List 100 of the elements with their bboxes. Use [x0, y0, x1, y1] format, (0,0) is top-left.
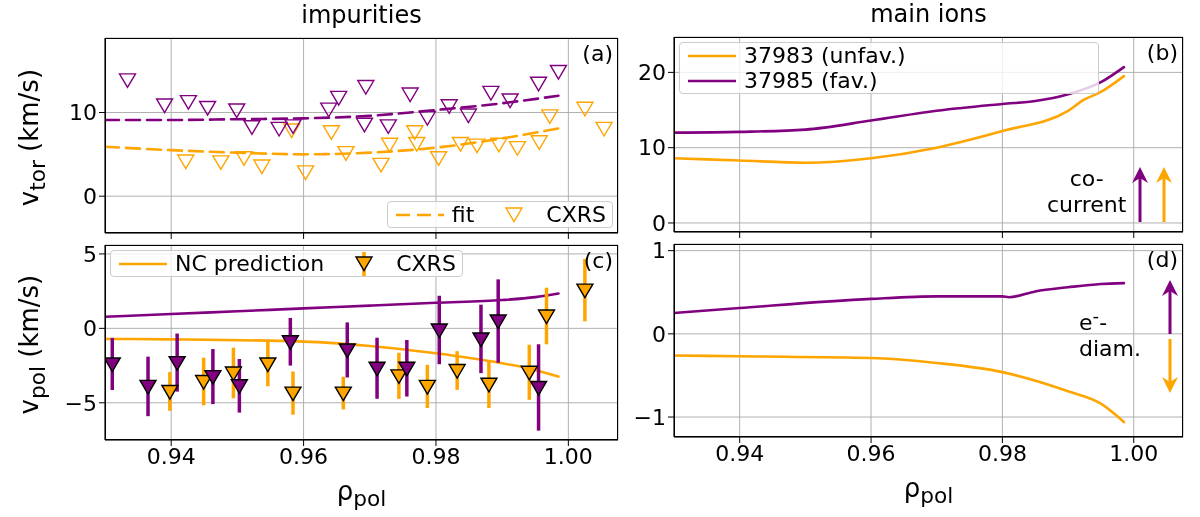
- point: [530, 135, 548, 151]
- point: [448, 363, 466, 379]
- annotation: (b): [1146, 40, 1178, 66]
- point: [334, 386, 352, 402]
- y-tick-label: 0: [652, 321, 666, 347]
- chart-title: main ions: [869, 0, 988, 28]
- point: [296, 165, 315, 181]
- point: [259, 357, 277, 373]
- point: [155, 98, 174, 114]
- point: [284, 119, 302, 135]
- y-tick-label: 0: [83, 183, 97, 209]
- point: [243, 120, 261, 136]
- point: [576, 283, 594, 299]
- point: [541, 109, 559, 125]
- x-tick-label: 1.00: [1109, 440, 1159, 466]
- line-series: [674, 74, 1126, 165]
- point: [168, 355, 186, 371]
- legend-label: NC prediction: [175, 251, 325, 276]
- y-tick-label: −1: [633, 404, 666, 430]
- point: [490, 137, 508, 153]
- point: [537, 309, 556, 325]
- point: [253, 159, 271, 175]
- point: [379, 119, 398, 135]
- point: [549, 64, 568, 80]
- point: [508, 140, 527, 156]
- point: [228, 103, 246, 119]
- point: [338, 343, 356, 359]
- point: [368, 361, 386, 377]
- y-tick-label: 5: [83, 241, 97, 267]
- x-tick-label: 0.94: [715, 440, 765, 466]
- point: [529, 380, 548, 396]
- point: [398, 361, 416, 377]
- point: [472, 332, 490, 348]
- y-tick-label: 0: [83, 316, 97, 342]
- x-tick-label: 0.98: [977, 440, 1027, 466]
- line-series: [674, 354, 1126, 424]
- chart-title: impurities: [300, 1, 423, 29]
- point: [418, 379, 437, 395]
- point: [177, 154, 195, 170]
- point: [480, 377, 498, 393]
- point: [440, 99, 458, 115]
- x-tick-label: 0.98: [411, 443, 461, 469]
- point: [529, 76, 548, 92]
- y-tick-label: 10: [69, 100, 97, 126]
- annotation: (d): [1146, 247, 1178, 273]
- point: [270, 121, 288, 137]
- point: [451, 136, 470, 152]
- x-tick-label: 0.96: [846, 440, 896, 466]
- point: [489, 314, 507, 330]
- point: [468, 138, 486, 154]
- point: [520, 365, 538, 381]
- y-tick-label: 20: [638, 60, 666, 86]
- point: [380, 137, 399, 153]
- point: [204, 369, 222, 385]
- line-series: [674, 281, 1126, 315]
- point: [282, 123, 301, 139]
- x-axis-title: ρ$_{pol}$: [902, 473, 955, 509]
- point: [179, 94, 198, 110]
- point: [429, 150, 448, 166]
- y-tick-label: 0: [652, 210, 666, 236]
- point: [105, 357, 121, 373]
- legend-label: 37985 (fav.): [744, 68, 878, 93]
- legend-label: fit: [451, 202, 475, 227]
- point: [281, 335, 300, 351]
- point: [430, 323, 448, 339]
- point: [118, 73, 137, 89]
- point: [406, 125, 424, 141]
- point: [418, 110, 437, 126]
- point: [401, 87, 419, 103]
- point: [320, 102, 338, 118]
- point: [139, 379, 157, 395]
- point: [230, 379, 249, 395]
- annotation: e$^{-}$- diam.: [1079, 304, 1141, 363]
- y-tick-label: 1: [652, 238, 666, 264]
- point: [576, 101, 594, 117]
- point: [235, 150, 253, 166]
- y-tick-label: 10: [638, 135, 666, 161]
- y-tick-label: −5: [64, 390, 97, 416]
- x-tick-label: 0.96: [279, 443, 329, 469]
- point: [284, 386, 302, 402]
- point: [212, 155, 230, 171]
- point: [459, 108, 478, 124]
- x-axis-title: ρ$_{pol}$: [335, 476, 388, 512]
- point: [198, 100, 217, 116]
- point: [355, 117, 374, 133]
- annotation: co- current: [1047, 166, 1127, 218]
- annotation: (a): [582, 41, 613, 67]
- x-tick-label: 1.00: [543, 443, 593, 469]
- point: [329, 90, 348, 106]
- point: [322, 125, 341, 141]
- line-series: [674, 65, 1126, 134]
- x-tick-label: 0.94: [146, 443, 196, 469]
- legend-label: CXRS: [546, 202, 606, 227]
- legend-label: CXRS: [396, 251, 456, 276]
- point: [501, 93, 519, 109]
- point: [357, 79, 375, 95]
- point: [337, 145, 355, 161]
- point: [161, 384, 179, 400]
- point: [372, 157, 390, 173]
- point: [408, 136, 426, 152]
